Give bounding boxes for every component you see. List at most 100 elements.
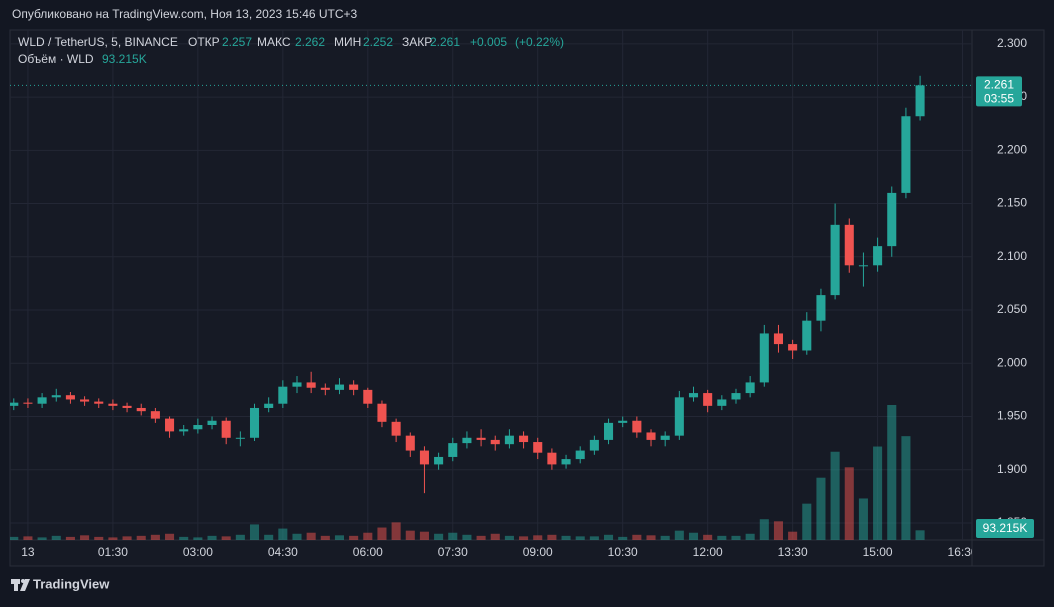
close-value: 2.261 <box>430 35 460 49</box>
candle-body <box>150 411 160 419</box>
candle-body <box>65 395 75 400</box>
candle-body <box>901 116 911 193</box>
candle-body <box>703 393 713 406</box>
volume-bar <box>504 535 514 540</box>
volume-bar <box>915 530 925 540</box>
volume-bar <box>405 530 415 540</box>
published-note: Опубликовано на TradingView.com, Ноя 13,… <box>12 7 358 21</box>
volume-bar <box>674 530 684 540</box>
volume-bar <box>80 535 90 540</box>
candle-body <box>618 420 628 423</box>
x-tick-label: 12:00 <box>693 545 723 559</box>
volume-bar <box>858 498 868 540</box>
x-tick-label: 13:30 <box>778 545 808 559</box>
volume-bar <box>802 503 812 540</box>
candle-body <box>108 403 118 406</box>
candle-body <box>179 429 189 432</box>
volume-axis-label: 93.215K <box>983 521 1028 535</box>
x-tick-label: 07:30 <box>438 545 468 559</box>
candle-body <box>731 393 741 400</box>
candle-body <box>646 432 656 440</box>
volume-bar <box>51 535 61 540</box>
candle-body <box>334 384 345 390</box>
volume-bar <box>10 536 19 540</box>
candle-body <box>575 450 585 460</box>
candle-body <box>405 435 415 451</box>
last-price-box <box>976 76 1022 107</box>
volume-bar <box>179 536 189 540</box>
volume-name: Объём · WLD <box>18 52 94 66</box>
symbol: WLD / TetherUS, 5, BINANCE <box>18 35 178 49</box>
volume-bar <box>462 534 472 540</box>
candle-body <box>221 420 231 438</box>
volume-bar <box>37 537 47 540</box>
volume-bar <box>349 535 359 540</box>
candle-body <box>94 401 104 404</box>
candle-body <box>264 403 274 408</box>
candle-body <box>519 435 529 443</box>
candle-body <box>504 435 514 445</box>
volume-bar <box>136 535 146 540</box>
candle-body <box>547 452 557 465</box>
x-tick-label: 01:30 <box>98 545 128 559</box>
candle-body <box>306 382 316 388</box>
x-tick-label: 03:00 <box>183 545 213 559</box>
candle-body <box>320 387 330 390</box>
candle-body <box>490 439 500 445</box>
x-tick-label: 09:00 <box>523 545 553 559</box>
candle-body <box>448 443 458 457</box>
volume-bar <box>165 533 175 540</box>
volume-bar <box>547 534 557 540</box>
x-tick-label: 04:30 <box>268 545 298 559</box>
x-tick-label: 10:30 <box>608 545 638 559</box>
volume-bar <box>448 532 458 540</box>
volume-bar <box>745 533 755 540</box>
volume-bar <box>377 527 387 540</box>
volume-bar <box>193 537 203 540</box>
high-label: МАКС <box>257 35 291 49</box>
y-tick-label: 2.300 <box>997 36 1027 50</box>
volume-bar <box>830 451 840 540</box>
candle-body <box>830 224 840 296</box>
candle-body <box>816 295 826 321</box>
candle-body <box>249 407 260 438</box>
candle-body <box>193 425 203 430</box>
volume-bar <box>94 536 104 540</box>
volume-bar <box>646 535 656 540</box>
candle-body <box>235 437 245 439</box>
candle-body <box>802 320 812 351</box>
volume-bar <box>292 533 302 540</box>
y-tick-label: 2.150 <box>997 196 1027 210</box>
volume-bar <box>759 519 769 540</box>
volume-bar <box>788 531 798 540</box>
volume-bar <box>519 536 529 540</box>
candle-body <box>773 333 783 345</box>
volume-bar <box>844 467 854 540</box>
candle-body <box>759 333 769 383</box>
y-tick-label: 2.200 <box>997 142 1027 156</box>
volume-bar <box>334 535 345 540</box>
volume-bar <box>65 536 75 540</box>
volume-bar <box>604 534 614 540</box>
logo <box>11 579 30 591</box>
low-label: МИН <box>334 35 361 49</box>
candle-body <box>391 421 401 436</box>
candle-body <box>887 192 897 247</box>
y-tick-label: 2.100 <box>997 249 1027 263</box>
candle-body <box>858 265 868 267</box>
volume-bar <box>391 522 401 540</box>
volume-bar <box>207 535 217 540</box>
candle-body <box>915 85 925 117</box>
chart-frame <box>9 29 1045 567</box>
candle-body <box>561 459 571 465</box>
close-label: ЗАКР <box>402 35 432 49</box>
candle-body <box>363 389 373 404</box>
y-tick-label: 2.000 <box>997 355 1027 369</box>
y-tick-label: 1.900 <box>997 462 1027 476</box>
high-value: 2.262 <box>295 35 325 49</box>
last-price-label: 2.261 <box>984 78 1014 92</box>
volume-bar <box>108 537 118 540</box>
volume-bar <box>703 534 713 540</box>
volume-bar <box>731 535 741 540</box>
